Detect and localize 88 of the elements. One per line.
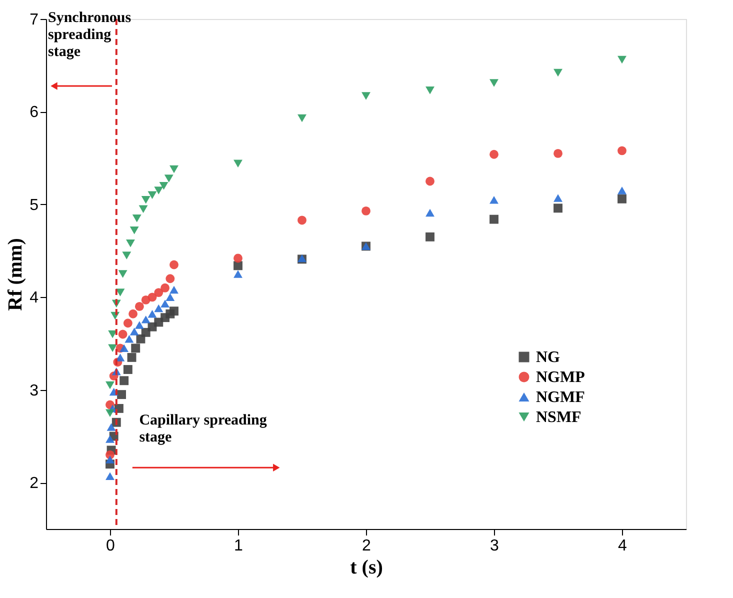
- point: [490, 214, 498, 224]
- point: [106, 456, 114, 464]
- point: [554, 204, 562, 213]
- y-tick-label: 7: [30, 12, 39, 28]
- point: [148, 310, 157, 318]
- point: [106, 381, 114, 390]
- legend-label: NGMF: [536, 389, 586, 406]
- y-tick-label: 3: [30, 382, 39, 400]
- x-axis-title: t (s): [350, 556, 383, 578]
- point: [362, 206, 370, 216]
- x-tick-label: 1: [234, 538, 244, 554]
- point: [106, 472, 114, 480]
- x-tick-label: 3: [490, 538, 500, 554]
- point: [124, 335, 134, 343]
- point: [160, 283, 170, 292]
- point: [554, 68, 562, 77]
- point: [166, 274, 175, 284]
- x-tick-label: 0: [106, 538, 116, 554]
- point: [554, 148, 562, 158]
- point: [127, 352, 136, 362]
- point: [106, 423, 116, 431]
- point: [426, 208, 434, 217]
- point: [116, 288, 125, 296]
- point: [148, 191, 157, 200]
- x-tick-label: 4: [618, 538, 628, 554]
- point: [134, 321, 144, 329]
- y-tick-label: 2: [30, 475, 39, 492]
- point: [123, 318, 132, 328]
- point: [154, 288, 164, 298]
- point: [141, 196, 150, 204]
- point: [426, 86, 434, 94]
- point: [120, 376, 129, 386]
- point: [118, 330, 128, 339]
- point: [131, 344, 140, 353]
- point: [362, 92, 370, 100]
- point: [130, 226, 139, 234]
- point: [426, 176, 434, 186]
- point: [298, 216, 306, 225]
- point: [123, 365, 132, 374]
- point: [170, 165, 178, 174]
- point: [132, 214, 142, 222]
- point: [490, 150, 498, 159]
- point: [138, 205, 148, 213]
- point: [126, 240, 135, 248]
- point: [426, 232, 434, 242]
- point: [130, 328, 139, 336]
- point: [166, 293, 175, 302]
- point: [120, 344, 129, 352]
- point: [122, 252, 132, 260]
- legend-label: NGMP: [536, 369, 586, 386]
- legend-label: NSMF: [536, 409, 582, 426]
- point: [234, 270, 242, 278]
- point: [118, 270, 128, 278]
- point: [618, 56, 626, 64]
- point: [234, 254, 242, 263]
- point: [618, 194, 626, 204]
- point: [490, 79, 498, 87]
- y-tick-label: 4: [30, 290, 39, 307]
- point: [164, 174, 174, 182]
- point: [128, 309, 138, 318]
- point: [108, 344, 118, 352]
- point: [148, 292, 157, 302]
- point: [170, 306, 178, 316]
- point: [106, 435, 114, 443]
- point: [234, 261, 242, 270]
- annotation: Capillary spreading stage: [139, 412, 268, 446]
- y-axis-title: Rf (mm): [4, 238, 27, 311]
- point: [490, 196, 498, 204]
- point: [154, 304, 164, 312]
- legend-label: NG: [536, 349, 561, 366]
- point: [618, 146, 626, 156]
- point: [117, 390, 126, 400]
- point: [106, 409, 114, 417]
- point: [298, 114, 306, 122]
- x-tick-label: 2: [362, 538, 372, 554]
- point: [154, 186, 164, 194]
- point: [234, 160, 242, 168]
- point: [554, 194, 562, 202]
- annotation: Synchronous spreading stage: [48, 10, 132, 60]
- point: [170, 260, 178, 270]
- point: [159, 182, 168, 190]
- point: [170, 286, 178, 294]
- point: [618, 186, 626, 194]
- y-tick-label: 6: [30, 104, 39, 122]
- point: [141, 316, 150, 324]
- point: [134, 302, 144, 311]
- y-tick-label: 5: [30, 196, 39, 214]
- point: [160, 300, 170, 308]
